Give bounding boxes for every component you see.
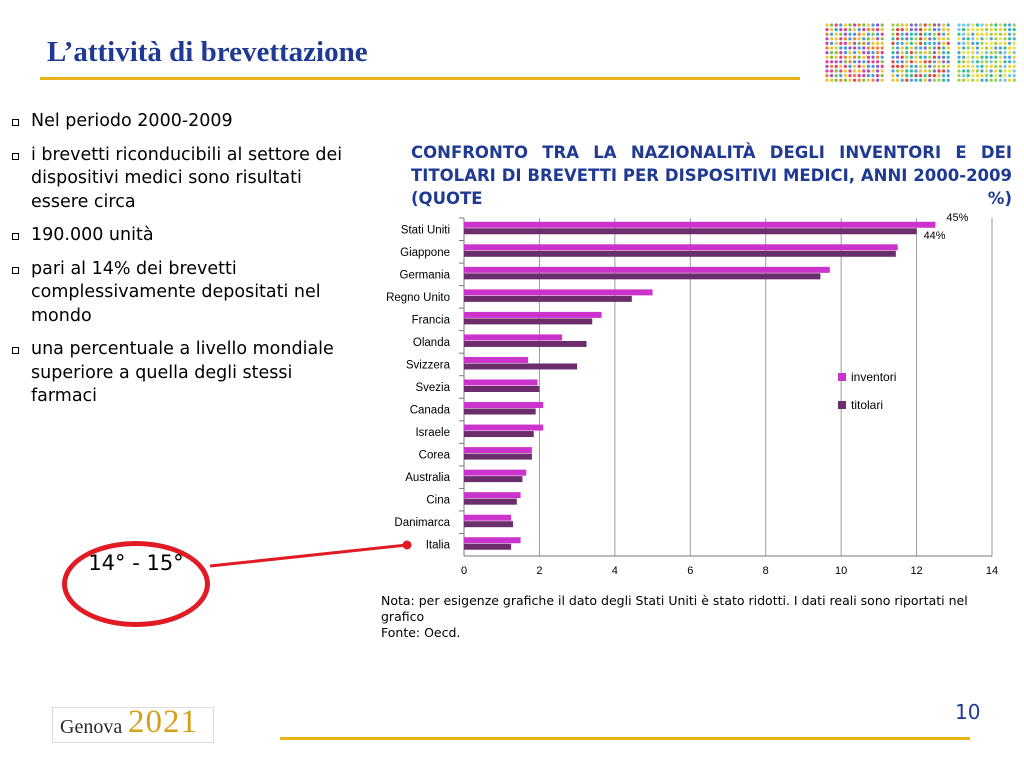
bar-inventori <box>464 311 602 318</box>
category-label: Svezia <box>415 382 450 394</box>
logo-word: Genova <box>60 716 123 738</box>
bar-inventori <box>464 334 563 341</box>
square-bullet-icon <box>12 233 19 240</box>
legend-label: inventori <box>851 370 896 384</box>
category-label: Canada <box>410 405 451 417</box>
data-label: 45% <box>946 212 968 224</box>
category-label: Stati Uniti <box>401 224 450 236</box>
chart-source-text: Fonte: Oecd. <box>381 625 461 640</box>
category-label: Australia <box>405 472 450 484</box>
bar-inventori <box>464 537 521 544</box>
category-label: Danimarca <box>394 517 450 529</box>
category-label: Italia <box>426 540 451 552</box>
bar-titolari <box>464 250 896 257</box>
bullet-list: Nel periodo 2000-2009 i brevetti ricondu… <box>8 110 353 419</box>
bar-titolari <box>464 295 632 302</box>
bar-titolari <box>464 363 578 370</box>
category-label: Giappone <box>400 247 450 259</box>
bar-titolari <box>464 521 514 528</box>
x-tick-label: 4 <box>612 565 618 577</box>
category-label: Svizzera <box>406 359 451 371</box>
bullet-text: Nel periodo 2000-2009 <box>31 111 233 131</box>
highlight-ellipse <box>62 541 210 627</box>
legend-swatch <box>838 373 846 381</box>
footer-rule <box>280 737 970 740</box>
title-underline <box>40 77 800 80</box>
bar-inventori <box>464 221 936 228</box>
bullet-text: una percentuale a livello mondiale super… <box>31 339 334 406</box>
bar-inventori <box>464 447 532 454</box>
connector-stroke <box>209 543 408 568</box>
bar-inventori <box>464 266 830 273</box>
data-label: 44% <box>924 230 946 242</box>
x-tick-label: 10 <box>835 565 847 577</box>
bullet-item: i brevetti riconducibili al settore dei … <box>8 144 353 215</box>
connector-dot <box>402 540 412 550</box>
category-label: Israele <box>415 427 450 439</box>
x-tick-label: 12 <box>910 565 922 577</box>
page-number: 10 <box>955 700 981 724</box>
bar-titolari <box>464 408 536 415</box>
category-label: Cina <box>426 495 450 507</box>
x-tick-label: 0 <box>461 565 467 577</box>
x-tick-label: 6 <box>687 565 693 577</box>
bar-titolari <box>464 476 523 483</box>
bar-inventori <box>464 514 512 521</box>
bar-titolari <box>464 273 821 280</box>
category-label: Regno Unito <box>386 292 450 304</box>
bar-inventori <box>464 469 527 476</box>
bullet-text: i brevetti riconducibili al settore dei … <box>31 144 343 212</box>
legend-label: titolari <box>851 398 883 412</box>
chart-note-text: Nota: per esigenze grafiche il dato degl… <box>381 593 968 624</box>
bullet-item: Nel periodo 2000-2009 <box>8 110 353 134</box>
bullet-item: 190.000 unità <box>8 224 353 248</box>
bar-titolari <box>464 453 532 460</box>
bar-titolari <box>464 543 512 550</box>
bar-inventori <box>464 379 538 386</box>
bar-titolari <box>464 340 587 347</box>
bar-titolari <box>464 498 517 505</box>
bullet-text: pari al 14% dei brevetti complessivament… <box>31 258 321 326</box>
square-bullet-icon <box>12 266 19 274</box>
bar-inventori <box>464 492 521 499</box>
x-tick-label: 14 <box>986 565 998 577</box>
slide-title: L’attività di brevettazione <box>47 36 368 68</box>
bullet-item: pari al 14% dei brevetti complessivament… <box>8 258 353 329</box>
bar-titolari <box>464 431 534 438</box>
square-bullet-icon <box>12 119 19 126</box>
legend-swatch <box>838 401 846 409</box>
bar-titolari <box>464 318 593 325</box>
square-bullet-icon <box>12 152 19 160</box>
dotted-logo-icon <box>825 23 1016 82</box>
bar-inventori <box>464 244 898 251</box>
square-bullet-icon <box>12 347 19 354</box>
bar-inventori <box>464 402 544 409</box>
x-tick-label: 8 <box>763 565 769 577</box>
bullet-item: una percentuale a livello mondiale super… <box>8 338 353 409</box>
category-label: Germania <box>400 269 451 281</box>
bar-titolari <box>464 386 540 392</box>
bar-inventori <box>464 424 544 431</box>
bullet-text: 190.000 unità <box>31 225 154 245</box>
category-label: Olanda <box>413 337 451 349</box>
chart-title: CONFRONTO TRA LA NAZIONALITÀ DEGLI INVEN… <box>411 143 1012 208</box>
bar-inventori <box>464 289 653 296</box>
bar-chart: 0 2 4 6 8 10 12 14 Stati Uniti Giappone Germania Re… <box>386 212 998 577</box>
x-tick-label: 2 <box>536 565 542 577</box>
bar-titolari <box>464 228 917 235</box>
rank-label: 14° - 15° <box>88 551 184 575</box>
category-label: Francia <box>412 314 451 326</box>
chart-footnote: Nota: per esigenze grafiche il dato degl… <box>381 593 996 641</box>
bar-inventori <box>464 356 529 363</box>
category-label: Corea <box>419 450 451 462</box>
logo-year: 2021 <box>128 704 198 740</box>
